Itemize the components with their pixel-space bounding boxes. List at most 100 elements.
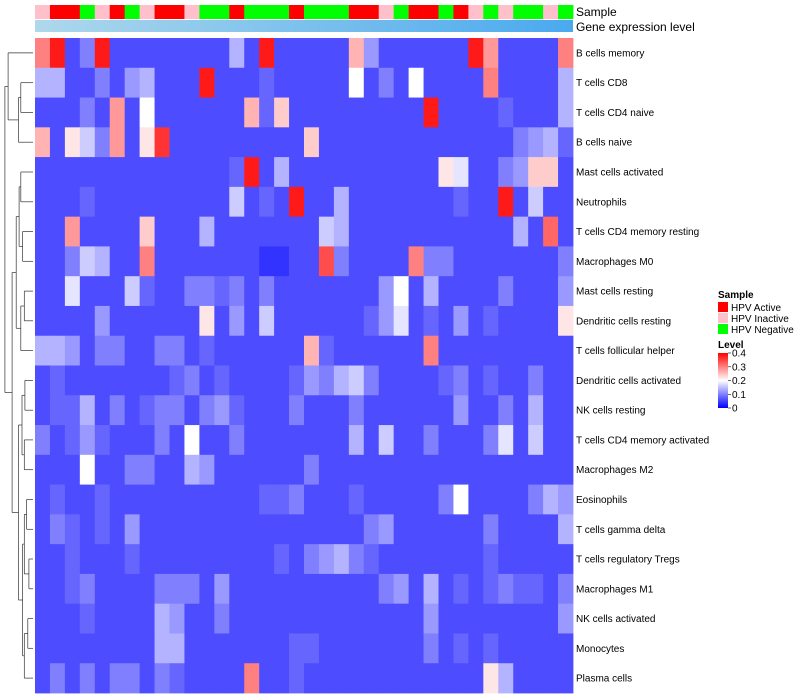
cell-mast-cells-resting-17: [274, 276, 290, 307]
cell-b-cells-naive-25: [393, 127, 410, 158]
cell-t-cells-cd4-memory-resting-15: [244, 216, 260, 247]
cell-t-cells-cd4-naive-24: [378, 97, 395, 128]
cell-dendritic-cells-resting-10: [169, 305, 185, 337]
cell-t-cells-gamma-delta-5: [94, 514, 111, 545]
cell-b-cells-memory-21: [333, 38, 350, 69]
cell-b-cells-naive-12: [199, 127, 215, 158]
cell-b-cells-naive-15: [244, 127, 260, 158]
cell-nk-cells-resting-2: [49, 395, 66, 426]
cell-t-cells-cd8-28: [438, 67, 454, 98]
cell-neutrophils-13: [214, 186, 230, 218]
cell-eosinophils-2: [49, 484, 66, 515]
cell-t-cells-gamma-delta-23: [363, 514, 380, 545]
cell-dendritic-cells-resting-26: [408, 305, 424, 337]
cell-macrophages-m0-30: [468, 246, 484, 277]
cell-b-cells-memory-6: [109, 38, 126, 69]
cell-t-cells-cd4-memory-activated-5: [94, 425, 111, 456]
cell-t-cells-gamma-delta-25: [393, 514, 410, 545]
cell-macrophages-m1-36: [558, 573, 574, 605]
cell-nk-cells-resting-12: [199, 395, 215, 426]
cell-t-cells-regulatory-tregs-27: [423, 544, 439, 575]
cell-t-cells-regulatory-tregs-28: [438, 544, 454, 575]
cell-t-cells-follicular-helper-30: [468, 335, 484, 366]
cell-t-cells-regulatory-tregs-13: [214, 544, 230, 575]
cell-t-cells-cd4-memory-activated-6: [109, 425, 126, 456]
cell-neutrophils-32: [498, 186, 514, 218]
cell-dendritic-cells-activated-6: [109, 365, 126, 396]
cell-macrophages-m0-9: [154, 246, 170, 277]
cell-macrophages-m0-34: [528, 246, 544, 277]
cell-t-cells-cd8-19: [304, 67, 320, 98]
sample-9-active: [154, 5, 170, 19]
row-label-neutrophils: Neutrophils: [576, 197, 627, 208]
cell-mast-cells-resting-12: [199, 276, 215, 307]
cell-t-cells-cd4-naive-31: [483, 97, 499, 128]
cell-t-cells-regulatory-tregs-6: [109, 544, 126, 575]
cell-b-cells-naive-18: [289, 127, 305, 158]
cell-b-cells-naive-36: [558, 127, 574, 158]
cell-neutrophils-29: [453, 186, 469, 218]
cell-macrophages-m0-21: [333, 246, 350, 277]
cell-b-cells-memory-4: [79, 38, 96, 69]
cell-neutrophils-25: [393, 186, 410, 218]
cell-t-cells-gamma-delta-29: [453, 514, 469, 545]
cell-macrophages-m2-27: [423, 454, 439, 485]
cell-t-cells-follicular-helper-13: [214, 335, 230, 366]
cell-t-cells-cd8-33: [513, 67, 529, 98]
cell-t-cells-cd4-memory-resting-12: [199, 216, 215, 247]
cell-dendritic-cells-activated-15: [244, 365, 260, 396]
cell-dendritic-cells-activated-24: [378, 365, 395, 396]
cell-macrophages-m2-13: [214, 454, 230, 485]
cell-t-cells-cd4-naive-13: [214, 97, 230, 128]
level-tick-label-0: 0.4: [732, 349, 746, 360]
row-label-macrophages-m0: Macrophages M0: [576, 257, 654, 268]
cell-nk-cells-activated-15: [244, 603, 260, 634]
cell-t-cells-cd4-memory-activated-32: [498, 425, 514, 456]
cell-dendritic-cells-resting-22: [348, 305, 365, 337]
cell-dendritic-cells-resting-6: [109, 305, 126, 337]
cell-macrophages-m1-27: [423, 573, 439, 605]
cell-b-cells-naive-16: [259, 127, 275, 158]
cell-dendritic-cells-resting-19: [304, 305, 320, 337]
legend-swatch-hpv-negative: [718, 324, 728, 334]
cell-mast-cells-resting-32: [498, 276, 514, 307]
cell-nk-cells-activated-24: [378, 603, 395, 634]
cell-b-cells-memory-16: [259, 38, 275, 69]
sample-34-negative: [528, 5, 544, 19]
cell-macrophages-m2-21: [333, 454, 350, 485]
cell-mast-cells-resting-5: [94, 276, 111, 307]
cell-eosinophils-29: [453, 484, 469, 515]
cell-t-cells-cd8-1: [35, 67, 51, 98]
cell-t-cells-cd4-memory-activated-33: [513, 425, 529, 456]
cell-mast-cells-resting-22: [348, 276, 365, 307]
cell-macrophages-m0-3: [64, 246, 81, 277]
cell-mast-cells-resting-14: [229, 276, 245, 307]
cell-t-cells-regulatory-tregs-14: [229, 544, 245, 575]
cell-t-cells-regulatory-tregs-30: [468, 544, 484, 575]
cell-macrophages-m1-12: [199, 573, 215, 605]
cell-macrophages-m1-19: [304, 573, 320, 605]
cell-monocytes-1: [35, 633, 51, 664]
cell-t-cells-cd8-9: [154, 67, 170, 98]
cell-t-cells-regulatory-tregs-33: [513, 544, 529, 575]
cell-b-cells-memory-1: [35, 38, 51, 69]
cell-dendritic-cells-resting-13: [214, 305, 230, 337]
sample-annotation-bar: [35, 5, 574, 19]
cell-neutrophils-4: [79, 186, 96, 218]
cell-macrophages-m1-30: [468, 573, 484, 605]
cell-macrophages-m2-17: [274, 454, 290, 485]
cell-macrophages-m0-2: [49, 246, 66, 277]
cell-mast-cells-activated-6: [109, 157, 126, 188]
cell-nk-cells-resting-17: [274, 395, 290, 426]
cell-eosinophils-33: [513, 484, 529, 515]
cell-monocytes-12: [199, 633, 215, 664]
cell-monocytes-13: [214, 633, 230, 664]
cell-plasma-cells-34: [528, 663, 544, 694]
cell-mast-cells-activated-33: [513, 157, 529, 188]
cell-eosinophils-1: [35, 484, 51, 515]
cell-b-cells-memory-29: [453, 38, 469, 69]
cell-t-cells-regulatory-tregs-35: [543, 544, 559, 575]
cell-b-cells-memory-23: [363, 38, 380, 69]
cell-b-cells-memory-32: [498, 38, 514, 69]
cell-nk-cells-resting-36: [558, 395, 574, 426]
